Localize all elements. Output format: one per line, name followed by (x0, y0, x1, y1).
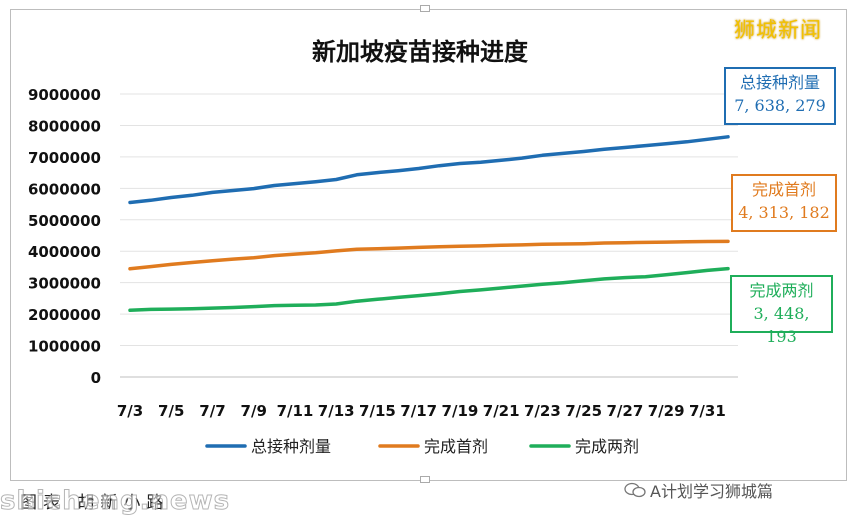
y-tick-label: 6000000 (28, 180, 101, 198)
gridlines (120, 93, 738, 378)
y-tick-label: 3000000 (28, 275, 101, 293)
legend-label: 完成首剂 (424, 437, 488, 456)
x-tick-label: 7/13 (318, 402, 355, 420)
y-tick-label: 5000000 (28, 212, 101, 230)
watermark: shicheng.news (0, 486, 231, 517)
callout-title: 完成首剂 (751, 180, 816, 199)
wechat-account-name: A计划学习狮城篇 (650, 482, 773, 501)
callout-value: 4, 313, 182 (738, 203, 830, 222)
brand-logo-text: 狮城新闻 (734, 18, 822, 42)
x-tick-label: 7/11 (277, 402, 314, 420)
chart-frame (10, 9, 847, 481)
x-tick-label: 7/5 (158, 402, 184, 420)
x-tick-label: 7/9 (241, 402, 267, 420)
x-tick-label: 7/17 (400, 402, 437, 420)
series-lines (128, 135, 730, 313)
callout-title: 总接种剂量 (739, 73, 820, 92)
resize-handle-bottom[interactable] (420, 476, 430, 483)
y-tick-label: 4000000 (28, 243, 101, 261)
x-tick-label: 7/21 (483, 402, 520, 420)
x-tick-label: 7/29 (648, 402, 685, 420)
callout-value: 3, 448, 193 (753, 304, 810, 346)
y-tick-label: 8000000 (28, 117, 101, 135)
y-tick-label: 0 (91, 369, 101, 387)
x-tick-label: 7/15 (359, 402, 396, 420)
series-line-3 (128, 266, 730, 313)
y-axis: 0 1000000 2000000 3000000 4000000 5000000 6000… (28, 86, 101, 387)
x-tick-label: 7/25 (565, 402, 602, 420)
x-tick-label: 7/19 (442, 402, 479, 420)
x-tick-label: 7/27 (606, 402, 643, 420)
x-tick-label: 7/3 (117, 402, 143, 420)
callout-second: 完成两剂 3, 448, 193 (730, 275, 833, 346)
x-tick-label: 7/23 (524, 402, 561, 420)
x-axis: 7/3 7/5 7/7 7/9 7/11 7/13 7/15 7/17 7/19 7/21 7/23… (117, 402, 726, 420)
y-tick-label: 2000000 (28, 306, 101, 324)
series-line-2 (128, 239, 730, 271)
y-tick-label: 1000000 (28, 338, 101, 356)
wechat-account: A计划学习狮城篇 (624, 478, 773, 502)
callout-total: 总接种剂量 7, 638, 279 (724, 67, 836, 125)
x-tick-label: 7/31 (689, 402, 726, 420)
y-tick-label: 9000000 (28, 86, 101, 104)
wechat-icon (624, 482, 646, 498)
y-tick-label: 7000000 (28, 149, 101, 167)
series-line-1 (128, 135, 730, 205)
callout-title: 完成两剂 (749, 281, 814, 300)
legend: 总接种剂量 完成首剂 完成两剂 (205, 437, 639, 456)
legend-label: 总接种剂量 (251, 437, 331, 456)
chart-title: 新加坡疫苗接种进度 (312, 38, 529, 66)
footnote: 图表 胡新小路 (20, 493, 170, 513)
resize-handle-top[interactable] (420, 5, 430, 12)
callout-value: 7, 638, 279 (734, 96, 826, 115)
legend-label: 完成两剂 (575, 437, 639, 456)
callout-first: 完成首剂 4, 313, 182 (731, 174, 837, 232)
x-tick-label: 7/7 (199, 402, 225, 420)
